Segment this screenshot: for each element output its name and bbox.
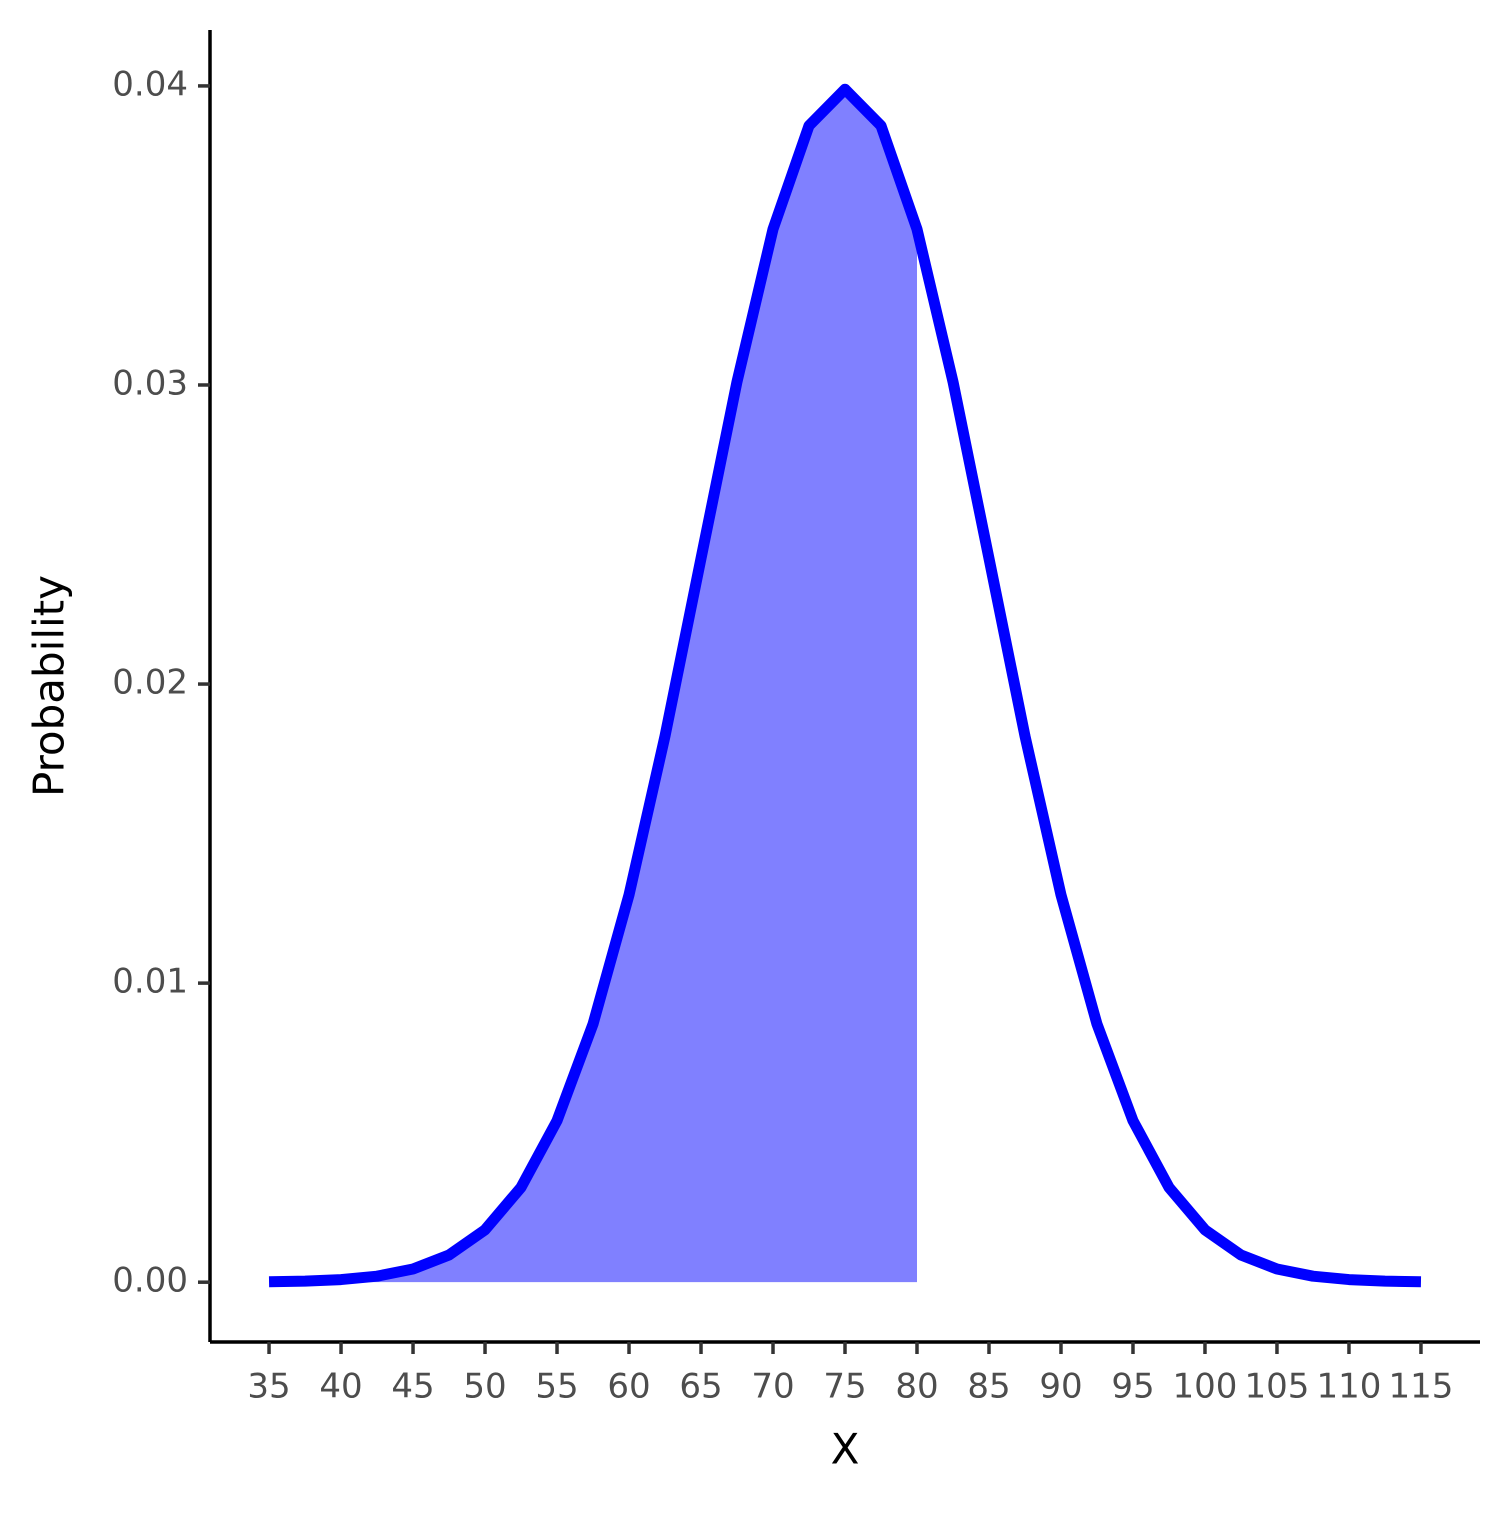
x-tick-label: 105 <box>1245 1367 1310 1407</box>
y-axis-title: Probability <box>25 575 74 797</box>
density-line <box>268 83 1422 1288</box>
x-axis-title: X <box>831 1425 860 1474</box>
x-tick-label: 45 <box>391 1367 434 1407</box>
x-tick-label: 55 <box>535 1367 578 1407</box>
x-tick-label: 35 <box>247 1367 290 1407</box>
y-tick-label: 0.03 <box>112 363 188 403</box>
x-tick-label: 40 <box>319 1367 362 1407</box>
x-tick-label: 65 <box>679 1367 722 1407</box>
x-tick-label: 85 <box>967 1367 1010 1407</box>
x-tick-label: 70 <box>751 1367 794 1407</box>
x-tick-label: 90 <box>1039 1367 1082 1407</box>
x-tick-label: 60 <box>607 1367 650 1407</box>
y-tick-label: 0.00 <box>112 1261 188 1301</box>
y-tick-label: 0.01 <box>112 962 188 1002</box>
x-tick-label: 80 <box>895 1367 938 1407</box>
x-tick-label: 110 <box>1317 1367 1382 1407</box>
x-tick-label: 100 <box>1173 1367 1238 1407</box>
x-tick-label: 50 <box>463 1367 506 1407</box>
y-tick-label: 0.02 <box>112 663 188 703</box>
x-tick-label: 95 <box>1111 1367 1154 1407</box>
x-tick-label: 115 <box>1389 1367 1454 1407</box>
x-tick-label: 75 <box>823 1367 866 1407</box>
y-tick-label: 0.04 <box>112 64 188 104</box>
shaded-area <box>269 89 917 1283</box>
